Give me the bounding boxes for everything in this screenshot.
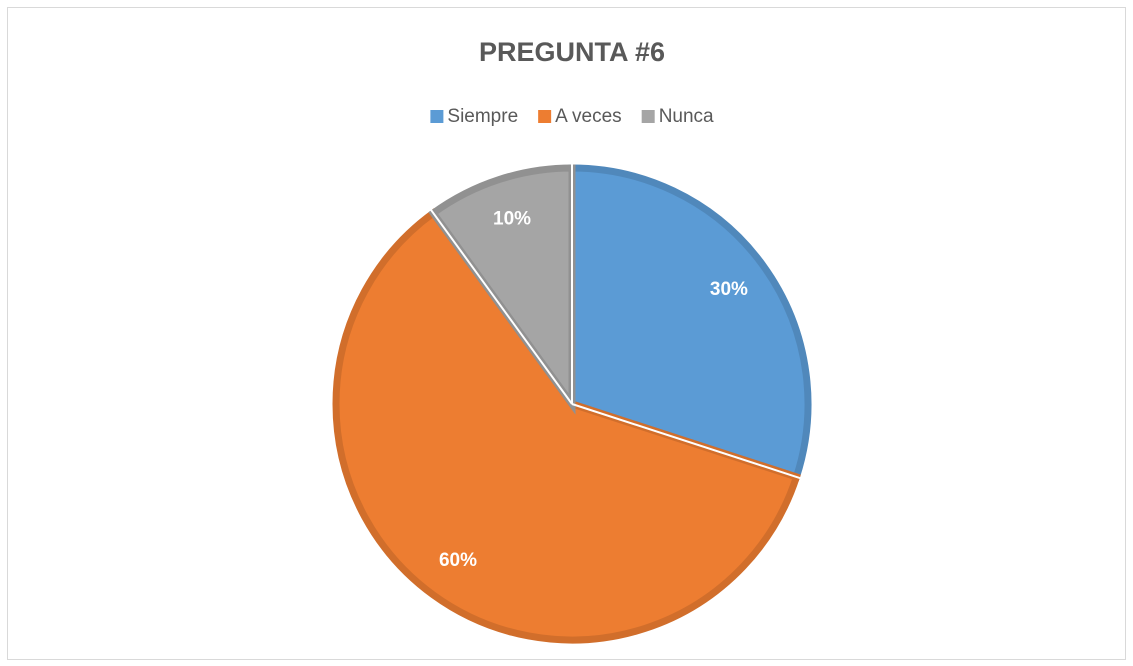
data-label: 10% (493, 209, 531, 230)
slice-separator (430, 209, 573, 405)
pie-slice (568, 164, 812, 482)
legend-swatch (430, 110, 444, 123)
legend-swatch (641, 110, 655, 123)
legend-label: A veces (555, 106, 622, 127)
chart-title: PREGUNTA #6 (479, 37, 665, 67)
data-label: 30% (710, 279, 748, 300)
pie-slice (332, 208, 801, 644)
data-label: 60% (439, 550, 477, 571)
slice-separator (571, 403, 801, 480)
legend-swatch (538, 110, 552, 123)
pie-slice (428, 164, 576, 415)
legend-label: Siempre (447, 106, 518, 127)
legend-label: Nunca (659, 106, 714, 127)
